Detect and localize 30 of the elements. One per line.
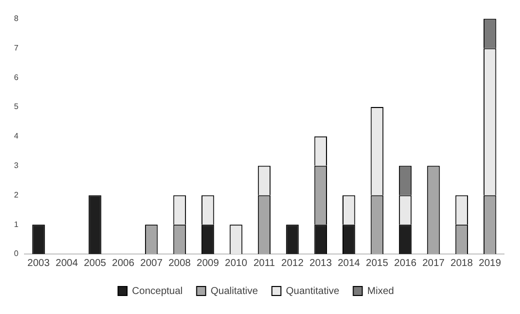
x-tick-label: 2013 [310, 258, 332, 269]
x-tick-label: 2012 [281, 258, 304, 269]
x-tick-label: 2011 [253, 258, 276, 269]
x-tick-label: 2015 [366, 258, 389, 269]
x-tick-label: 2019 [478, 258, 502, 269]
legend-label: Mixed [367, 286, 394, 297]
x-tick-label: 2014 [338, 258, 360, 269]
x-tick-label: 2010 [224, 258, 248, 269]
x-tick-label: 2009 [196, 258, 220, 269]
x-tick-label: 2005 [84, 258, 107, 269]
x-tick-label: 2016 [394, 258, 417, 269]
y-tick-label: 7 [14, 43, 19, 52]
y-tick-label: 0 [14, 249, 19, 258]
y-tick-label: 2 [14, 190, 19, 200]
y-tick-label: 5 [14, 102, 19, 112]
legend-label: Qualitative [210, 286, 258, 297]
y-tick-label: 6 [14, 72, 19, 82]
x-tick-label: 2018 [450, 258, 474, 269]
y-tick-label: 8 [14, 14, 19, 24]
y-tick-label: 4 [14, 132, 19, 141]
x-tick-label: 2004 [56, 258, 78, 269]
x-tick-label: 2008 [168, 258, 192, 269]
x-tick-label: 2006 [112, 258, 135, 269]
x-tick-label: 2007 [140, 258, 163, 269]
y-tick-label: 1 [14, 220, 19, 229]
legend-label: Quantitative [286, 286, 340, 297]
x-tick-label: 2003 [27, 258, 50, 269]
legend-label: Conceptual [132, 286, 183, 297]
x-tick-label: 2017 [422, 258, 446, 269]
y-tick-label: 3 [14, 161, 19, 170]
